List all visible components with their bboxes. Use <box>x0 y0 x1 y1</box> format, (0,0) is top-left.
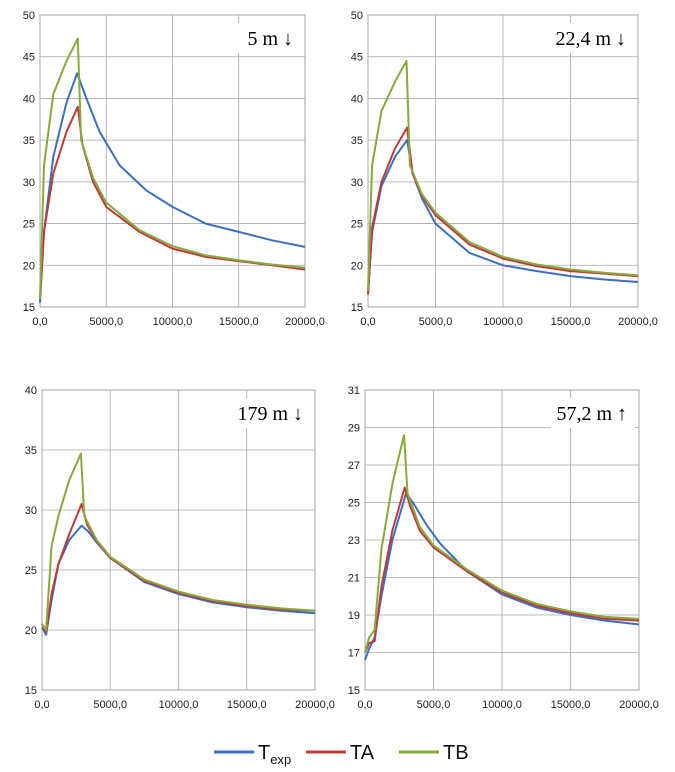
x-tick-label: 15000,0 <box>551 316 591 328</box>
panel-label: 179 m ↓ <box>237 403 303 425</box>
y-tick-label: 21 <box>348 573 360 585</box>
y-tick-label: 15 <box>351 302 363 314</box>
x-tick-label: 15000,0 <box>227 699 267 711</box>
y-tick-label: 50 <box>351 10 363 22</box>
y-tick-label: 25 <box>351 219 363 231</box>
y-tick-label: 19 <box>348 610 360 622</box>
y-tick-label: 40 <box>351 93 363 105</box>
y-tick-label: 15 <box>348 685 360 697</box>
y-tick-label: 25 <box>25 565 37 577</box>
x-tick-label: 20000,0 <box>618 316 658 328</box>
x-tick-label: 10000,0 <box>159 699 199 711</box>
x-tick-label: 10000,0 <box>153 316 193 328</box>
series-line-tb <box>364 434 640 653</box>
x-tick-label: 5000,0 <box>417 699 451 711</box>
y-tick-label: 20 <box>23 260 35 272</box>
panel-label: 22,4 m ↓ <box>555 28 626 50</box>
chart-panel-4: 15 17 19 21 23 25 27 29 31 0,0 5000,0 10000,0 15000,… <box>348 385 659 711</box>
panel-label-box <box>217 23 301 53</box>
y-tick-label: 29 <box>348 423 360 435</box>
x-tick-label: 10000,0 <box>482 699 522 711</box>
x-tick-label: 0,0 <box>357 699 372 711</box>
series-line-texp <box>367 139 639 295</box>
x-tick-label: 20000,0 <box>285 316 325 328</box>
series-line-ta <box>364 486 640 653</box>
panel-label: 57,2 m ↑ <box>556 403 627 425</box>
y-tick-label: 30 <box>25 505 37 517</box>
panel-label: 5 m ↓ <box>247 28 293 50</box>
series-line-tb <box>41 452 316 631</box>
y-tick-label: 27 <box>348 460 360 472</box>
x-tick-label: 0,0 <box>34 699 49 711</box>
y-tick-label: 40 <box>23 93 35 105</box>
x-tick-label: 10000,0 <box>483 316 523 328</box>
y-tick-label: 35 <box>23 135 35 147</box>
series-line-texp <box>39 72 306 303</box>
y-tick-label: 30 <box>23 177 35 189</box>
y-tick-label: 25 <box>348 498 360 510</box>
y-tick-label: 45 <box>23 52 35 64</box>
series-line-tb <box>39 37 306 299</box>
x-tick-label: 5000,0 <box>93 699 127 711</box>
panel-label-box <box>227 398 311 428</box>
x-tick-label: 5000,0 <box>419 316 453 328</box>
panel-label-box <box>550 23 634 53</box>
x-tick-label: 0,0 <box>32 316 47 328</box>
y-tick-label: 30 <box>351 177 363 189</box>
y-tick-label: 45 <box>351 52 363 64</box>
x-tick-label: 15000,0 <box>551 699 591 711</box>
y-tick-label: 50 <box>23 10 35 22</box>
series-line-tb <box>367 59 639 291</box>
y-tick-label: 20 <box>351 260 363 272</box>
chart-panel-3: 15 20 25 30 35 40 0,0 5000,0 10000,0 15000,0 20000… <box>25 385 335 711</box>
y-tick-label: 15 <box>25 685 37 697</box>
y-tick-label: 17 <box>348 648 360 660</box>
panel-label-box <box>551 398 635 428</box>
x-tick-label: 20000,0 <box>619 699 659 711</box>
y-tick-label: 40 <box>25 385 37 397</box>
chart-panel-1: 15 20 25 30 35 40 45 50 0,0 5000,0 10000,0 15000,0 2… <box>23 10 325 328</box>
x-tick-label: 0,0 <box>360 316 375 328</box>
y-tick-label: 35 <box>351 135 363 147</box>
legend-label-tb: TB <box>443 742 469 764</box>
x-tick-label: 20000,0 <box>295 699 335 711</box>
series-line-ta <box>367 126 639 295</box>
y-tick-label: 15 <box>23 302 35 314</box>
x-tick-label: 15000,0 <box>219 316 259 328</box>
y-tick-label: 23 <box>348 535 360 547</box>
y-tick-label: 20 <box>25 625 37 637</box>
y-tick-label: 35 <box>25 445 37 457</box>
y-tick-label: 25 <box>23 219 35 231</box>
legend-label-ta: TA <box>350 742 375 764</box>
x-tick-label: 5000,0 <box>89 316 123 328</box>
legend-label-texp: Texp <box>258 742 291 767</box>
y-tick-label: 31 <box>348 385 360 397</box>
legend: Texp TA TB <box>214 742 469 767</box>
chart-panel-2: 15 20 25 30 35 40 45 50 0,0 5000,0 10000,0 15000,0 2… <box>351 10 658 328</box>
